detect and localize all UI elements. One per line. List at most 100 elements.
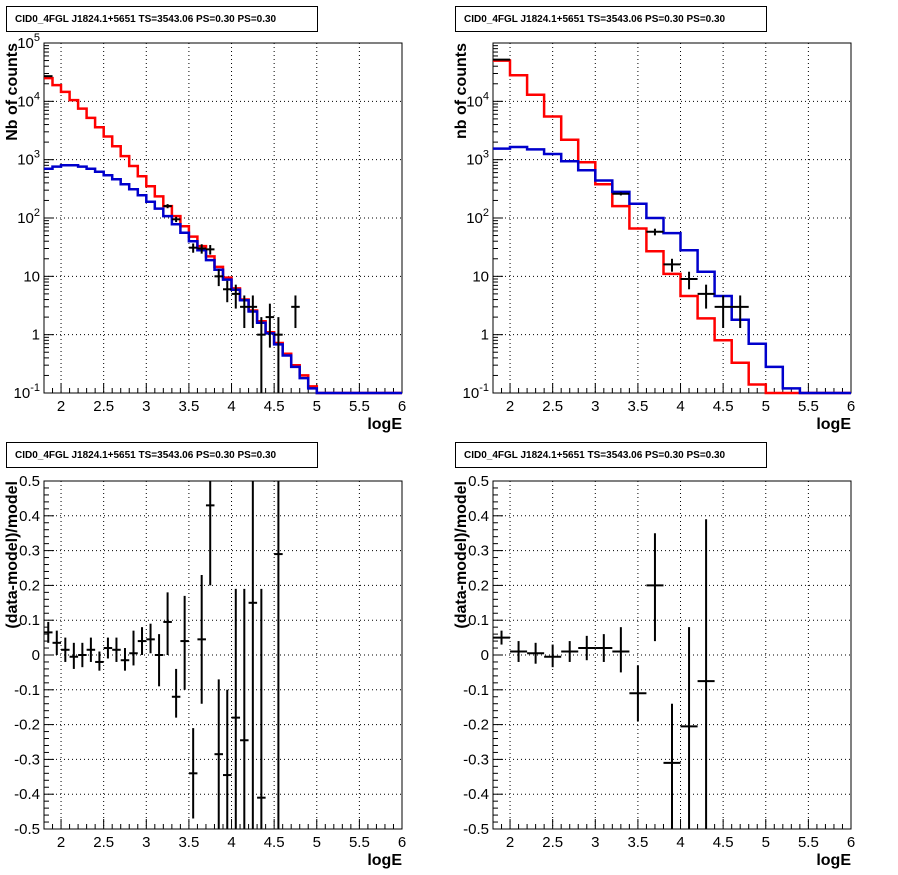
data-point (188, 728, 198, 819)
y-tick-label: 10-1 (463, 382, 489, 402)
y-tick-label: -0.3 (14, 751, 40, 768)
x-axis-title: logE (816, 416, 851, 433)
data-point (527, 642, 545, 664)
y-axis-title: (data-model)/model (4, 481, 21, 629)
data-point (214, 679, 223, 829)
y-tick-label: 1 (32, 327, 40, 344)
x-tick-label: 3 (142, 398, 150, 415)
x-tick-label: 5 (762, 398, 770, 415)
y-tick-label: 104 (466, 90, 489, 110)
y-tick-label: 0 (481, 647, 489, 664)
y-tick-label: -0.4 (463, 786, 489, 803)
chart-title: CID0_4FGL J1824.1+5651 TS=3543.06 PS=0.3… (6, 442, 318, 468)
x-tick-label: 3 (591, 398, 599, 415)
data-point (291, 295, 300, 329)
y-tick-label: 0.5 (19, 473, 40, 490)
x-tick-label: 6 (847, 834, 855, 851)
data-point (86, 637, 96, 662)
x-tick-label: 3.5 (627, 398, 648, 415)
data-point (205, 245, 215, 255)
x-tick-label: 5.5 (798, 834, 819, 851)
x-axis-title: logE (367, 416, 402, 433)
data-point (248, 295, 258, 329)
x-tick-label: 4 (676, 398, 684, 415)
data-point (61, 637, 70, 662)
x-axis-title: logE (367, 852, 402, 869)
x-tick-label: 5 (313, 834, 321, 851)
y-tick-label: 10-1 (14, 382, 40, 402)
data-point (146, 623, 155, 654)
y-tick-label: -0.1 (14, 682, 40, 699)
data-point (223, 689, 232, 829)
data-point (137, 627, 147, 655)
data-point (197, 244, 206, 254)
y-tick-label: 103 (17, 149, 40, 169)
source-model-line (44, 164, 402, 395)
data-point (112, 637, 121, 662)
data-point (248, 481, 258, 829)
y-tick-label: -0.5 (463, 821, 489, 838)
total-model-line (493, 59, 851, 395)
x-tick-label: 5.5 (349, 398, 370, 415)
data-point (595, 634, 613, 662)
data-point (680, 627, 698, 829)
x-tick-label: 4.5 (264, 834, 285, 851)
x-tick-label: 4 (227, 834, 235, 851)
x-tick-label: 2.5 (542, 834, 563, 851)
x-tick-label: 4.5 (264, 398, 285, 415)
data-point (205, 481, 215, 586)
y-tick-label: 102 (466, 207, 489, 227)
data-point (663, 703, 681, 829)
data-point (612, 192, 630, 196)
data-point (697, 284, 715, 309)
data-point (257, 317, 266, 393)
source-model-line (493, 145, 851, 395)
y-tick-label: 0.3 (19, 543, 40, 560)
data-point (731, 295, 749, 329)
data-point (223, 280, 232, 303)
data-point (95, 651, 104, 671)
chart-title: CID0_4FGL J1824.1+5651 TS=3543.06 PS=0.3… (455, 6, 767, 32)
y-tick-label: 0.5 (468, 473, 489, 490)
data-point (171, 668, 181, 718)
y-tick-label: -0.5 (14, 821, 40, 838)
x-tick-label: 5 (762, 834, 770, 851)
data-point (561, 641, 579, 662)
x-tick-label: 6 (847, 398, 855, 415)
x-axis-title: logE (816, 852, 851, 869)
data-point (231, 588, 241, 829)
data-point (544, 644, 562, 668)
chart-title: CID0_4FGL J1824.1+5651 TS=3543.06 PS=0.3… (6, 6, 318, 32)
data-point (274, 481, 283, 829)
y-tick-label: -0.2 (463, 717, 489, 734)
y-tick-label: 102 (17, 207, 40, 227)
data-point (197, 574, 206, 704)
data-point (78, 642, 87, 668)
y-tick-label: 0.4 (19, 508, 40, 525)
x-tick-label: 2 (506, 398, 514, 415)
y-tick-label: -0.2 (14, 717, 40, 734)
y-tick-label: -0.4 (14, 786, 40, 803)
x-tick-label: 3 (591, 834, 599, 851)
y-tick-label: 0 (32, 647, 40, 664)
y-tick-label: -0.1 (463, 682, 489, 699)
x-tick-label: 2 (57, 398, 65, 415)
x-tick-label: 6 (398, 398, 406, 415)
data-point (646, 533, 664, 642)
y-tick-label: 0.3 (468, 543, 489, 560)
data-point (240, 295, 249, 329)
data-point (52, 630, 62, 655)
x-tick-label: 4.5 (713, 398, 734, 415)
x-tick-label: 4 (676, 834, 684, 851)
data-point (680, 271, 698, 290)
x-tick-label: 2 (506, 834, 514, 851)
chart-title: CID0_4FGL J1824.1+5651 TS=3543.06 PS=0.3… (455, 442, 767, 468)
data-point (510, 641, 528, 662)
y-tick-label: 0.1 (19, 612, 40, 629)
y-axis-title: nb of counts (453, 43, 470, 139)
data-point (629, 665, 647, 722)
